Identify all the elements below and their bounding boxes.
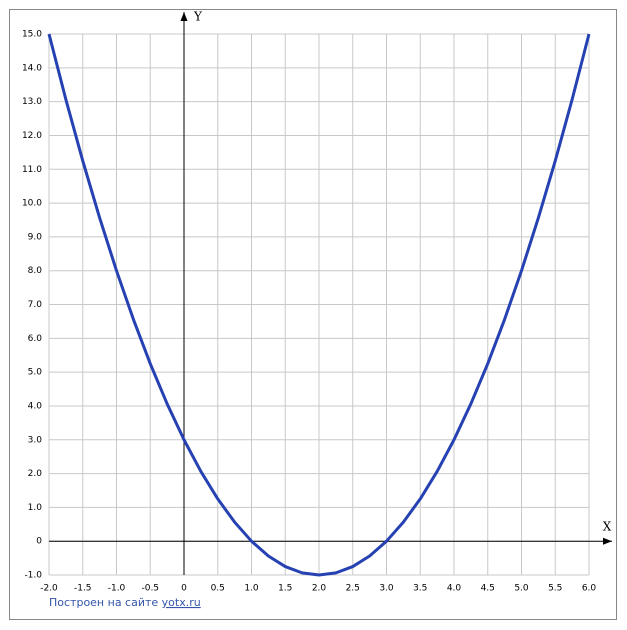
- x-axis-arrow: [603, 537, 612, 545]
- y-tick-label: 14.0: [22, 63, 42, 73]
- y-axis-title: Y: [193, 10, 203, 24]
- footer-text: Построен на сайте yotx.ru: [49, 596, 201, 609]
- x-axis-title: X: [603, 520, 612, 534]
- frame: [9, 9, 617, 620]
- x-tick-label: -2.0: [40, 584, 58, 594]
- y-tick-label: 12.0: [22, 131, 42, 141]
- y-tick-label: 15.0: [22, 30, 42, 40]
- y-tick-label: 9.0: [28, 232, 43, 242]
- y-tick-label: 1.0: [28, 503, 43, 513]
- x-tick-label: -1.0: [108, 584, 126, 594]
- x-tick-label: 1.0: [244, 584, 259, 594]
- y-tick-label: 11.0: [22, 165, 42, 175]
- x-tick-label: 2.0: [312, 584, 327, 594]
- footer-link[interactable]: yotx.ru: [162, 596, 201, 609]
- y-axis-arrow: [180, 12, 188, 21]
- y-tick-label: 10.0: [22, 199, 42, 209]
- x-tick-label: 3.5: [413, 584, 427, 594]
- y-tick-label: 6.0: [28, 334, 43, 344]
- y-tick-label: 0: [36, 537, 42, 547]
- x-tick-label: -0.5: [141, 584, 159, 594]
- x-tick-label: 2.5: [346, 584, 360, 594]
- y-tick-label: 13.0: [22, 97, 42, 107]
- x-tick-label: 0.5: [211, 584, 225, 594]
- x-tick-label: 5.0: [514, 584, 529, 594]
- curve: [47, 33, 591, 577]
- x-tick-label: 4.5: [481, 584, 495, 594]
- y-tick-label: 2.0: [28, 469, 43, 479]
- y-tick-label: 7.0: [28, 300, 43, 310]
- y-tick-label: 4.0: [28, 401, 43, 411]
- y-tick-label: -1.0: [24, 571, 42, 581]
- y-tick-label: 5.0: [28, 368, 43, 378]
- x-tick-label: 6.0: [582, 584, 597, 594]
- x-tick-label: 4.0: [447, 584, 462, 594]
- x-tick-label: 3.0: [379, 584, 394, 594]
- footer-label: Построен на сайте: [49, 596, 158, 609]
- x-tick-label: -1.5: [74, 584, 92, 594]
- x-tick-label: 0: [181, 584, 187, 594]
- y-tick-label: 3.0: [28, 435, 43, 445]
- y-tick-label: 8.0: [28, 266, 43, 276]
- x-tick-label: 1.5: [278, 584, 292, 594]
- x-tick-label: 5.5: [548, 584, 562, 594]
